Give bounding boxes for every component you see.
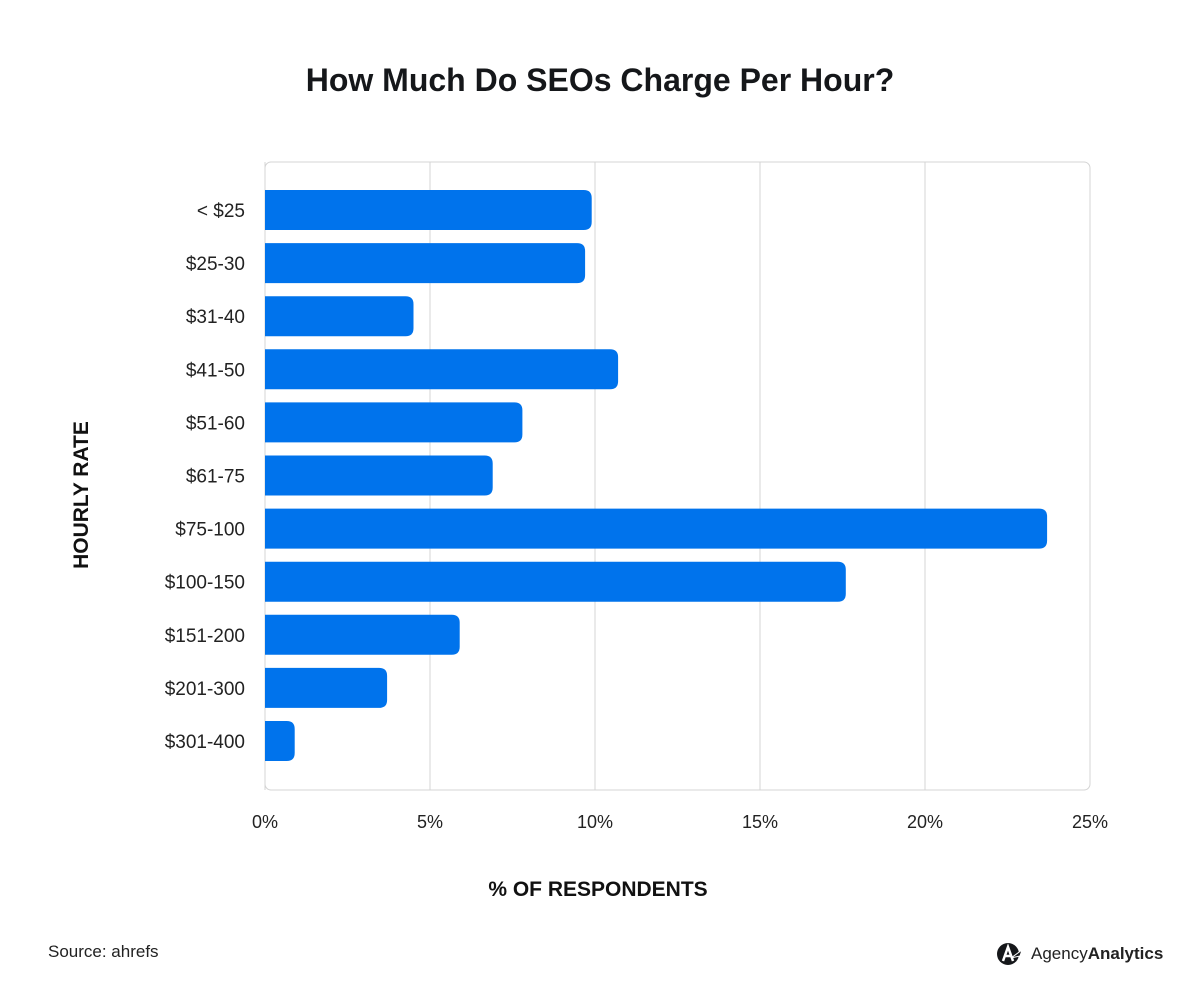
bar: [265, 614, 460, 655]
chart-title: How Much Do SEOs Charge Per Hour?: [305, 62, 895, 98]
y-axis-label: HOURLY RATE: [70, 421, 93, 569]
y-tick-label: $51-60: [186, 413, 245, 434]
x-axis-label: % OF RESPONDENTS: [0, 878, 1200, 902]
x-tick-label: 25%: [1072, 812, 1108, 832]
bar: [265, 508, 1048, 549]
brand-bold: Analytics: [1087, 944, 1164, 963]
y-tick-label: $151-200: [165, 626, 245, 647]
bar: [265, 402, 523, 443]
y-tick-label: < $25: [197, 201, 245, 222]
x-tick-label: 0%: [252, 812, 278, 832]
bar: [265, 455, 493, 496]
source-note: Source: ahrefs: [48, 942, 159, 961]
bar: [265, 561, 846, 602]
x-tick-label: 10%: [577, 812, 613, 832]
y-tick-label: $75-100: [175, 520, 245, 541]
y-tick-label: $201-300: [165, 679, 245, 700]
x-axis-label-text: % OF RESPONDENTS: [488, 878, 708, 901]
agency-analytics-logo: AgencyAnalytics: [995, 940, 1163, 968]
logo-icon: [997, 943, 1023, 965]
y-tick-label: $301-400: [165, 732, 245, 753]
y-tick-label: $100-150: [165, 573, 245, 594]
bar: [265, 721, 295, 761]
brand-light: Agency: [1031, 944, 1088, 963]
bar: [265, 243, 586, 284]
bar: [265, 296, 414, 337]
x-tick-label: 15%: [742, 812, 778, 832]
y-tick-label: $61-75: [186, 467, 245, 488]
bar: [265, 667, 388, 708]
x-tick-label: 20%: [907, 812, 943, 832]
bar: [265, 190, 592, 230]
x-tick-label: 5%: [417, 812, 443, 832]
bar: [265, 349, 619, 390]
y-tick-label: $41-50: [186, 360, 245, 381]
y-tick-label: $25-30: [186, 254, 245, 275]
y-tick-label: $31-40: [186, 307, 245, 328]
